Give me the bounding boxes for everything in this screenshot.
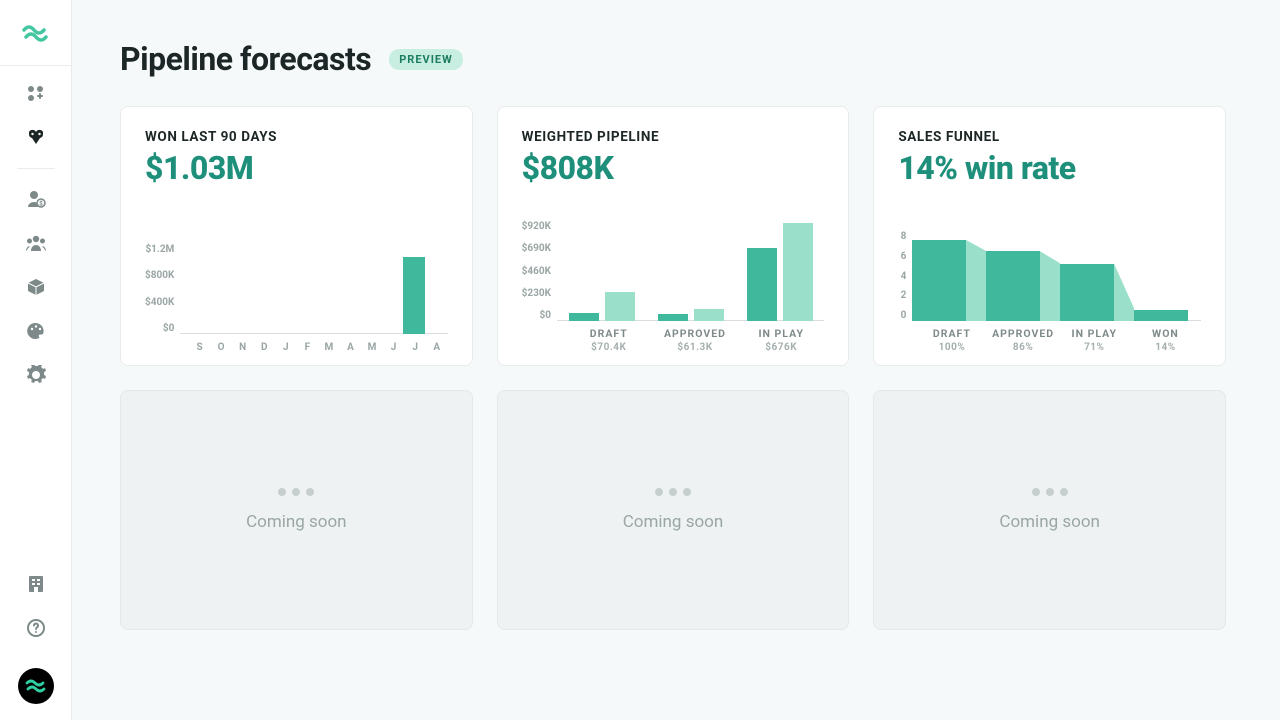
won-chart-yaxis: $1.2M$800K$400K$0 <box>145 244 180 334</box>
coming-soon-text: Coming soon <box>999 512 1100 532</box>
funnel-chart-plot <box>912 231 1201 321</box>
funnel-chart-yaxis: 86420 <box>898 231 912 321</box>
card-title: WEIGHTED PIPELINE <box>522 129 825 145</box>
nav-team-icon[interactable] <box>13 223 59 263</box>
svg-text:$: $ <box>39 201 43 208</box>
card-won-last-90-days[interactable]: WON LAST 90 DAYS $1.03M $1.2M$800K$400K$… <box>120 106 473 366</box>
card-metric: $808K <box>522 149 825 187</box>
logo-icon[interactable] <box>0 0 71 66</box>
funnel-chart: 86420 DRAFT100%APPROVED86%IN PLAY71%WON1… <box>898 231 1201 353</box>
weighted-chart-xaxis: DRAFT$70.4KAPPROVED$61.3KIN PLAY$676K <box>522 327 825 353</box>
nav-revenue-icon[interactable]: $ <box>13 179 59 219</box>
nav-apps-icon[interactable] <box>13 74 59 114</box>
nav-palette-icon[interactable] <box>13 311 59 351</box>
card-title: WON LAST 90 DAYS <box>145 129 448 145</box>
nav-forecasts-icon[interactable] <box>13 118 59 158</box>
nav-help-icon[interactable] <box>13 608 59 648</box>
sidebar: $ <box>0 0 72 720</box>
brand-badge-icon[interactable] <box>18 668 54 704</box>
nav-org-icon[interactable] <box>13 564 59 604</box>
weighted-chart: $920K$690K$460K$230K$0 DRAFT$70.4KAPPROV… <box>522 221 825 353</box>
preview-badge: PREVIEW <box>389 49 463 70</box>
page-title: Pipeline forecasts <box>120 40 371 78</box>
placeholder-card: Coming soon <box>497 390 850 630</box>
card-metric: 14% win rate <box>898 149 1201 187</box>
nav-package-icon[interactable] <box>13 267 59 307</box>
card-metric: $1.03M <box>145 149 448 187</box>
card-title: SALES FUNNEL <box>898 129 1201 145</box>
weighted-chart-bars <box>557 221 824 321</box>
placeholder-card: Coming soon <box>873 390 1226 630</box>
coming-soon-text: Coming soon <box>246 512 347 532</box>
card-sales-funnel[interactable]: SALES FUNNEL 14% win rate 86420 DRAFT100… <box>873 106 1226 366</box>
placeholder-card: Coming soon <box>120 390 473 630</box>
funnel-chart-xaxis: DRAFT100%APPROVED86%IN PLAY71%WON14% <box>898 327 1201 353</box>
weighted-chart-yaxis: $920K$690K$460K$230K$0 <box>522 221 557 321</box>
won-chart-xaxis: SONDJFMAMJJA <box>145 342 448 353</box>
nav-settings-icon[interactable] <box>13 355 59 395</box>
page-header: Pipeline forecasts PREVIEW <box>120 40 1226 78</box>
main-content: Pipeline forecasts PREVIEW WON LAST 90 D… <box>72 0 1280 720</box>
won-chart-bars <box>180 244 447 334</box>
placeholder-row: Coming soon Coming soon Coming soon <box>120 390 1226 630</box>
coming-soon-text: Coming soon <box>623 512 724 532</box>
card-weighted-pipeline[interactable]: WEIGHTED PIPELINE $808K $920K$690K$460K$… <box>497 106 850 366</box>
won-chart: $1.2M$800K$400K$0 SONDJFMAMJJA <box>145 244 448 353</box>
